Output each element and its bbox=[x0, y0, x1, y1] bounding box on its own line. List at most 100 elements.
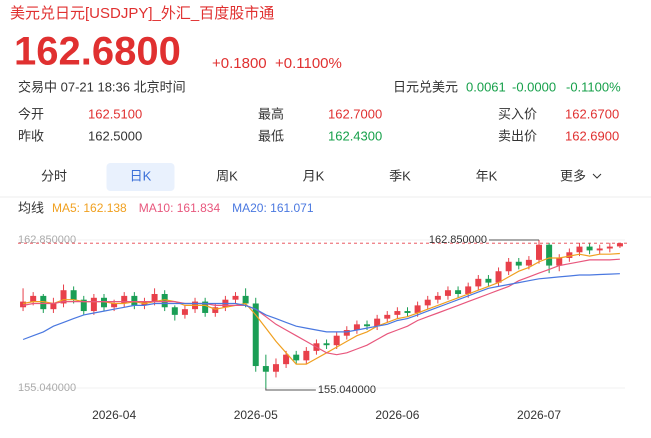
candle-body bbox=[444, 290, 451, 296]
candle-body bbox=[252, 303, 259, 367]
ma-line bbox=[22, 252, 620, 365]
candle-body bbox=[100, 297, 107, 308]
candle-body bbox=[536, 244, 543, 260]
candle-body bbox=[121, 295, 128, 304]
candle-body bbox=[424, 299, 431, 306]
candle-body bbox=[495, 271, 502, 283]
candle-body bbox=[60, 290, 67, 304]
candle-body bbox=[70, 290, 77, 300]
stat-label: 最高 bbox=[258, 106, 284, 121]
candle-body bbox=[546, 244, 553, 266]
related-label: 日元兑美元 bbox=[393, 79, 458, 94]
candle-body bbox=[90, 297, 97, 312]
tab[interactable]: 月K bbox=[303, 168, 325, 183]
stat-value: 162.7000 bbox=[328, 106, 382, 121]
candle-body bbox=[596, 248, 603, 251]
stat-value: 162.4300 bbox=[328, 128, 382, 143]
candle-body bbox=[455, 290, 462, 294]
tab-selected-bg bbox=[106, 163, 175, 191]
candle-body bbox=[242, 295, 249, 304]
x-tick-label: 2026-06 bbox=[375, 408, 419, 422]
change-pct: +0.1100% bbox=[275, 55, 342, 72]
x-tick-label: 2026-07 bbox=[517, 408, 561, 422]
candle-body bbox=[505, 261, 512, 272]
candle-body bbox=[364, 324, 371, 327]
candle-body bbox=[434, 295, 441, 300]
stat-value: 162.5100 bbox=[88, 106, 142, 121]
related-price: 0.0061 bbox=[466, 79, 506, 94]
legend-entry: MA10: 161.834 bbox=[139, 201, 221, 215]
ma-line bbox=[22, 273, 620, 341]
legend-entry: MA20: 161.071 bbox=[232, 201, 314, 215]
candle-body bbox=[374, 318, 381, 327]
candle-body bbox=[303, 350, 310, 361]
candle-body bbox=[556, 257, 563, 266]
y-tick-label: 162.850000 bbox=[18, 234, 76, 246]
candle-body bbox=[616, 243, 623, 247]
candle-body bbox=[485, 278, 492, 283]
candle-body bbox=[20, 301, 27, 308]
candle-body bbox=[293, 354, 300, 361]
x-tick-label: 2026-04 bbox=[92, 408, 136, 422]
candle-body bbox=[353, 324, 360, 331]
candle-body bbox=[333, 335, 340, 346]
tab[interactable]: 季K bbox=[389, 168, 411, 183]
price: 162.6800 bbox=[14, 30, 181, 74]
tab[interactable]: 分时 bbox=[41, 168, 67, 183]
tab[interactable]: 年K bbox=[476, 168, 498, 183]
candle-body bbox=[576, 246, 583, 253]
candle-body bbox=[475, 278, 482, 287]
legend-entry: MA5: 162.138 bbox=[52, 201, 127, 215]
related-change: -0.0000 bbox=[512, 79, 556, 94]
stat-value: 162.6900 bbox=[565, 128, 619, 143]
tab[interactable]: 更多 bbox=[560, 168, 586, 183]
candle-body bbox=[384, 314, 391, 319]
candle-body bbox=[394, 311, 401, 315]
candle-body bbox=[606, 246, 613, 249]
candle-body bbox=[404, 311, 411, 313]
ma-line bbox=[22, 258, 620, 356]
candle-body bbox=[202, 301, 209, 313]
stat-label: 最低 bbox=[258, 128, 284, 143]
stat-label: 买入价 bbox=[498, 106, 537, 121]
candle-body bbox=[566, 252, 573, 258]
candle-body bbox=[151, 293, 158, 302]
annotation: 162.850000 bbox=[429, 234, 487, 246]
tab[interactable]: 日K bbox=[130, 168, 152, 183]
candle-body bbox=[465, 286, 472, 294]
candle-body bbox=[343, 330, 350, 336]
candle-body bbox=[181, 309, 188, 315]
candle-body bbox=[283, 354, 290, 365]
dropdown-arrow bbox=[592, 173, 602, 179]
candle-body bbox=[131, 295, 138, 306]
candle-body bbox=[111, 303, 118, 308]
candle-body bbox=[30, 295, 37, 302]
annotation-leader bbox=[265, 388, 316, 391]
candle-body bbox=[515, 261, 522, 266]
candle-body bbox=[40, 295, 47, 310]
stat-value: 162.6700 bbox=[565, 106, 619, 121]
page-title: 美元兑日元[USDJPY]_外汇_百度股市通 bbox=[10, 5, 274, 22]
candle-body bbox=[212, 307, 219, 313]
x-tick-label: 2026-05 bbox=[234, 408, 278, 422]
candle-body bbox=[50, 303, 57, 310]
related-change-pct: -0.1100% bbox=[566, 79, 621, 94]
candle-body bbox=[232, 295, 239, 300]
annotation: 155.040000 bbox=[318, 384, 376, 396]
y-tick-label: 155.040000 bbox=[18, 382, 76, 394]
candle-body bbox=[323, 343, 330, 346]
candle-body bbox=[272, 364, 279, 372]
candle-body bbox=[161, 293, 168, 308]
candle-body bbox=[80, 299, 87, 312]
candle-body bbox=[262, 366, 269, 372]
status: 交易中 07-21 18:36 北京时间 bbox=[18, 79, 186, 94]
candle-body bbox=[171, 307, 178, 315]
stat-label: 昨收 bbox=[18, 128, 44, 143]
stat-value: 162.5000 bbox=[88, 128, 142, 143]
stat-label: 今开 bbox=[18, 106, 44, 121]
candle-body bbox=[586, 246, 593, 251]
tab[interactable]: 周K bbox=[216, 168, 238, 183]
stat-label: 卖出价 bbox=[498, 128, 537, 143]
indicator-label: 均线 bbox=[18, 200, 44, 215]
